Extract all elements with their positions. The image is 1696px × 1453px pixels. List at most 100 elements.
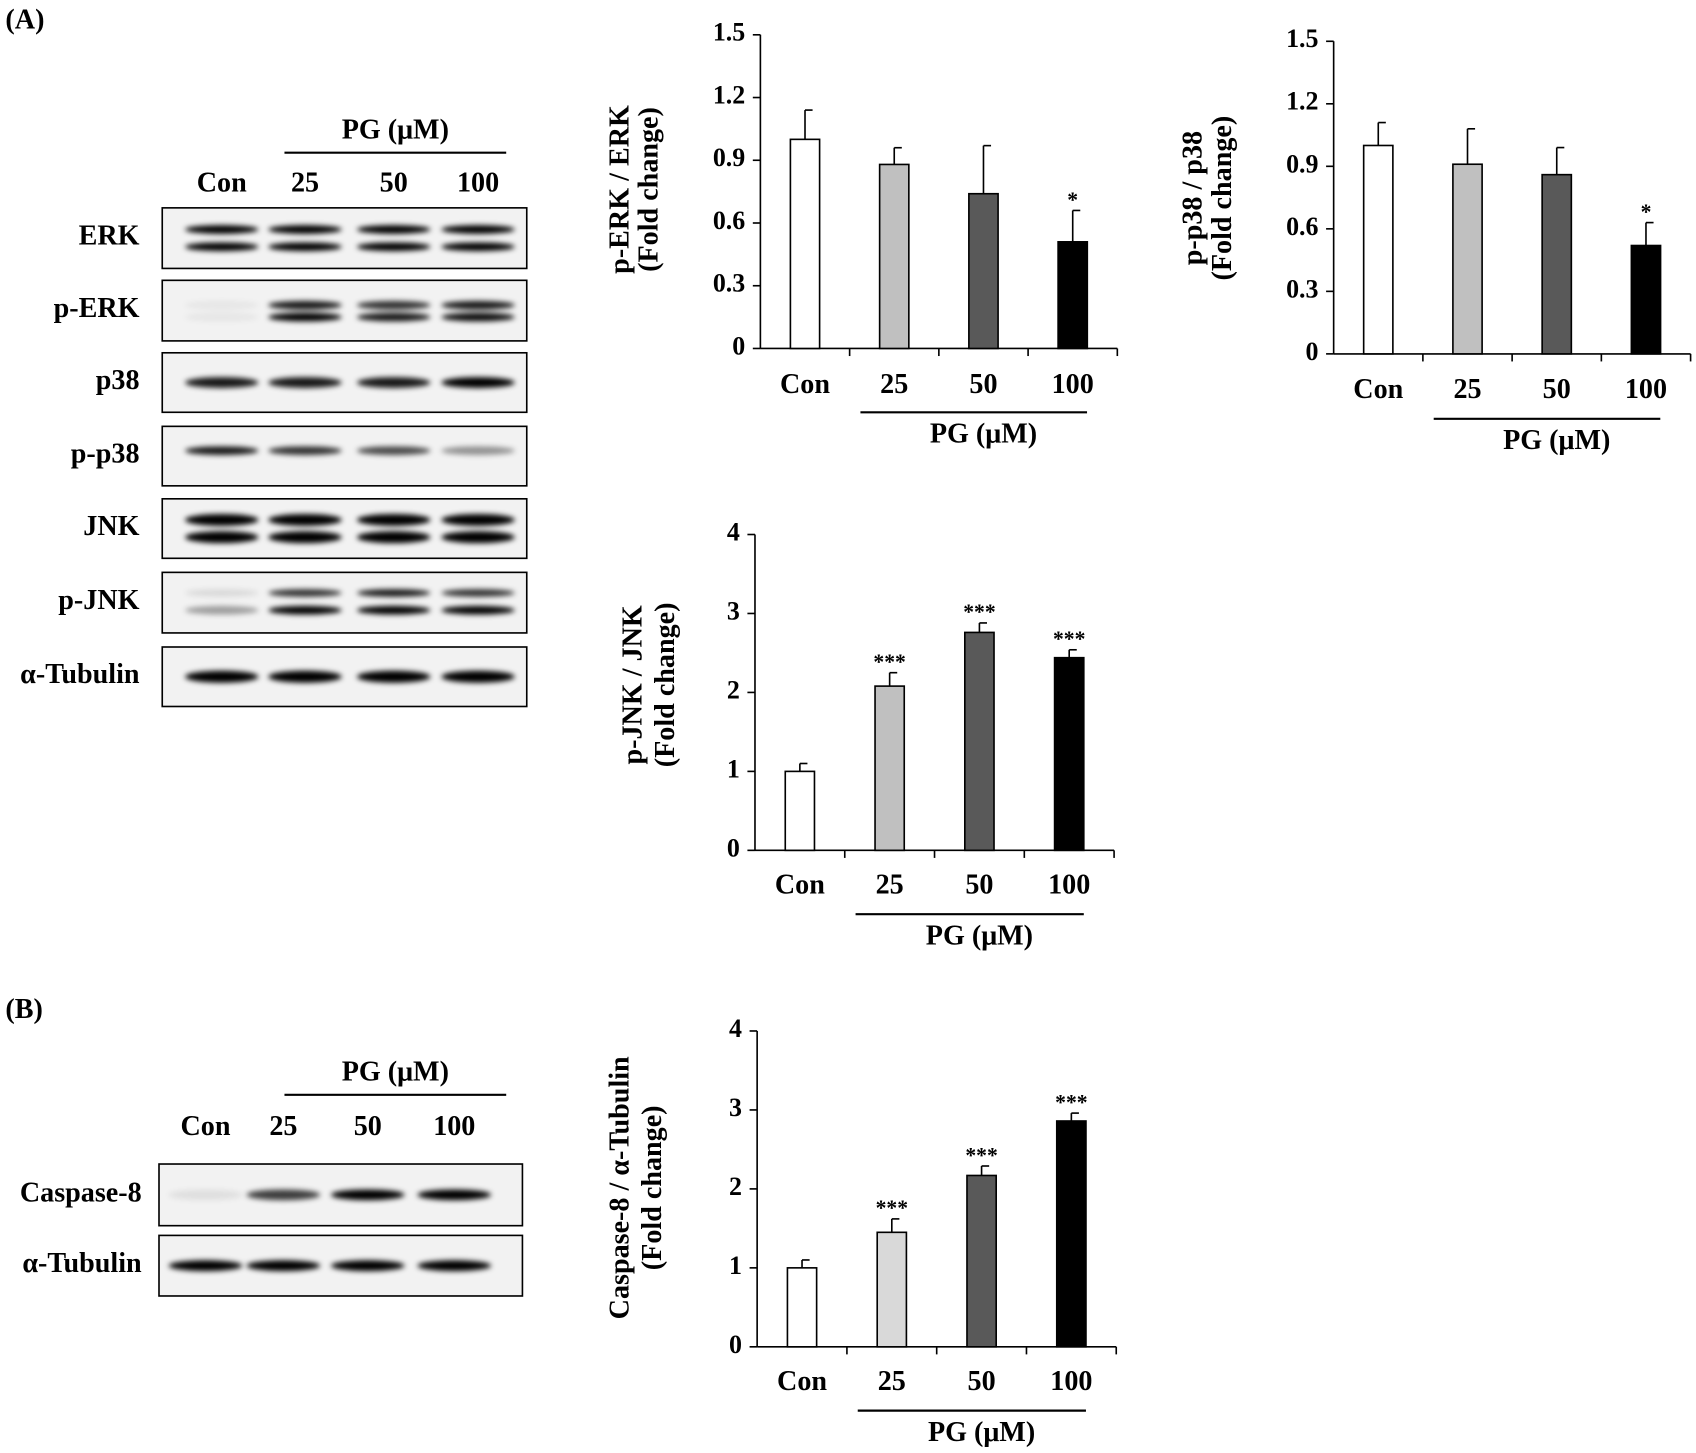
band (441, 513, 515, 526)
band (417, 1189, 492, 1201)
lane-label: 25 (269, 1111, 297, 1142)
blot-bands (184, 589, 515, 615)
band (441, 446, 515, 456)
blot-bands (184, 300, 515, 322)
x-tick-label: 25 (1453, 374, 1481, 405)
band (184, 225, 259, 234)
y-tick-label: 0 (1306, 337, 1319, 366)
group-label: PG (μM) (1503, 425, 1610, 456)
bar (876, 1231, 908, 1348)
y-tick-label: 1 (729, 1251, 742, 1280)
x-tick-label: 50 (969, 369, 997, 400)
y-tick-label: 0.3 (1286, 274, 1318, 303)
y-tick-label: 0.6 (1286, 212, 1318, 241)
band (441, 531, 515, 544)
blot-bands (184, 670, 515, 683)
lane-label: 100 (457, 168, 499, 199)
y-tick-label: 1.2 (713, 80, 745, 109)
band (441, 377, 515, 388)
band (441, 589, 515, 597)
band (356, 312, 431, 322)
band (184, 605, 259, 615)
significance: *** (873, 650, 905, 674)
bar (966, 1174, 997, 1348)
y-axis-label: p-p38 / p38 (1178, 131, 1209, 265)
lane-label: Con (197, 168, 247, 199)
y-tick-label: 0 (729, 1330, 742, 1359)
y-axis-label: p-ERK / ERK (604, 105, 635, 274)
band (356, 531, 431, 544)
y-tick-label: 0.6 (713, 206, 745, 235)
band (441, 312, 515, 322)
blot-row-label: p-p38 (71, 439, 140, 470)
x-tick-label: 100 (1050, 1366, 1092, 1397)
group-label: PG (μM) (342, 115, 449, 146)
x-tick-label: Con (780, 369, 830, 400)
x-tick-label: Con (775, 870, 825, 901)
band (268, 670, 342, 683)
y-axis-label: (Fold change) (1207, 116, 1238, 281)
group-label: PG (μM) (930, 419, 1037, 450)
band (268, 312, 342, 322)
y-tick-label: 1 (727, 754, 740, 783)
blot-frame (161, 571, 528, 634)
blot-frame (161, 279, 528, 342)
bar (1362, 144, 1394, 355)
band (356, 242, 431, 252)
band (356, 446, 431, 456)
y-axis-label: Caspase-8 / α-Tubulin (604, 1056, 635, 1319)
band (356, 377, 431, 388)
band (268, 225, 342, 234)
x-tick-label: Con (777, 1366, 827, 1397)
band (268, 300, 342, 310)
bar (1053, 656, 1085, 852)
blot-bands (184, 377, 515, 388)
band (184, 242, 259, 252)
bar (1541, 173, 1573, 355)
x-tick-label: 100 (1048, 870, 1090, 901)
group-label: PG (μM) (928, 1417, 1035, 1448)
significance: *** (1053, 627, 1085, 651)
y-axis-label: (Fold change) (637, 1105, 668, 1270)
band (330, 1260, 405, 1272)
bar (1055, 1120, 1087, 1348)
band (441, 242, 515, 252)
x-tick-label: 50 (968, 1366, 996, 1397)
significance: * (1641, 200, 1652, 224)
band (168, 1260, 243, 1272)
bar (789, 138, 821, 350)
lane-label: 50 (380, 168, 408, 199)
blot-row-label: p-ERK (54, 293, 140, 324)
y-tick-label: 0.9 (1286, 149, 1318, 178)
bar (1630, 244, 1662, 355)
band (356, 225, 431, 234)
band (184, 670, 259, 683)
lane-label: 50 (354, 1111, 382, 1142)
band (356, 605, 431, 615)
band (184, 312, 259, 322)
blot-bands (184, 225, 515, 252)
significance: *** (876, 1196, 908, 1220)
band (441, 605, 515, 615)
blot-row-label: α-Tubulin (20, 659, 140, 690)
y-axis-label: (Fold change) (650, 602, 681, 767)
x-tick-label: 25 (878, 1366, 906, 1397)
band (356, 513, 431, 526)
blot-frame (161, 498, 528, 560)
band (268, 377, 342, 388)
band (441, 225, 515, 234)
y-tick-label: 3 (729, 1093, 742, 1122)
lane-label: 25 (291, 168, 319, 199)
y-tick-label: 2 (727, 675, 740, 704)
blot-row-label: Caspase-8 (20, 1177, 142, 1208)
bar (968, 192, 999, 350)
y-tick-label: 1.5 (1286, 24, 1318, 53)
y-tick-label: 1.2 (1286, 87, 1318, 116)
band (356, 300, 431, 310)
blot-bands (168, 1189, 492, 1201)
band (356, 589, 431, 597)
significance: *** (1055, 1090, 1087, 1114)
blot-frame (161, 425, 528, 487)
band (246, 1260, 321, 1272)
lane-label: 100 (433, 1111, 475, 1142)
